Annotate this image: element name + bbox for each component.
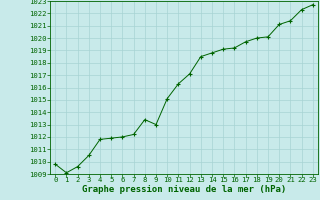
X-axis label: Graphe pression niveau de la mer (hPa): Graphe pression niveau de la mer (hPa) [82,185,286,194]
